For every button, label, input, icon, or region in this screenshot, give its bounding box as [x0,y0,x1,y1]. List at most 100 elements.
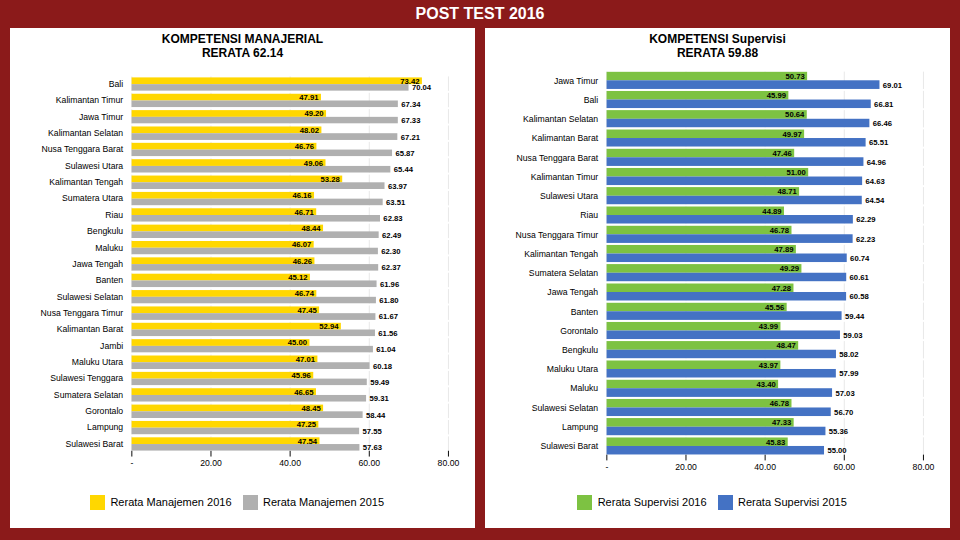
svg-text:Jawa Tengah: Jawa Tengah [72,259,123,269]
svg-text:49.29: 49.29 [780,264,799,273]
svg-text:Maluku Utara: Maluku Utara [72,357,124,367]
svg-text:55.36: 55.36 [829,427,848,436]
svg-text:40.00: 40.00 [279,458,301,468]
svg-text:Jambi: Jambi [100,341,123,351]
svg-text:47.25: 47.25 [297,420,317,429]
svg-text:60.18: 60.18 [373,362,393,371]
svg-text:-: - [130,458,133,468]
svg-text:43.99: 43.99 [759,322,778,331]
svg-text:Jawa Tengah: Jawa Tengah [547,287,598,297]
svg-text:45.99: 45.99 [767,91,786,100]
svg-text:46.78: 46.78 [770,399,790,408]
svg-text:80.00: 80.00 [913,462,935,472]
svg-text:46.78: 46.78 [770,226,790,235]
svg-text:Kalimantan Selatan: Kalimantan Selatan [48,128,123,138]
svg-text:61.96: 61.96 [380,280,399,289]
svg-text:48.45: 48.45 [301,404,321,413]
svg-text:43.40: 43.40 [756,380,775,389]
svg-text:Bali: Bali [584,95,599,105]
svg-text:Sulawesi Utara: Sulawesi Utara [540,191,598,201]
svg-text:47.33: 47.33 [772,418,791,427]
svg-text:59.03: 59.03 [843,331,862,340]
svg-text:Sumatera Selatan: Sumatera Selatan [529,268,598,278]
svg-text:46.71: 46.71 [295,208,315,217]
svg-text:58.02: 58.02 [839,350,858,359]
svg-text:70.04: 70.04 [412,83,432,92]
svg-text:46.07: 46.07 [292,240,311,249]
svg-text:Sulawesi Selatan: Sulawesi Selatan [57,292,124,302]
svg-text:47.45: 47.45 [297,306,317,315]
svg-text:20.00: 20.00 [200,458,222,468]
svg-text:Sulawesi Selatan: Sulawesi Selatan [532,403,599,413]
svg-text:60.00: 60.00 [833,462,855,472]
svg-text:47.01: 47.01 [296,355,316,364]
svg-text:Nusa Tenggara Timur: Nusa Tenggara Timur [41,308,124,318]
svg-text:61.56: 61.56 [378,329,397,338]
svg-text:59.31: 59.31 [369,394,389,403]
svg-text:49.20: 49.20 [304,109,323,118]
svg-text:50.64: 50.64 [785,110,805,119]
svg-text:47.91: 47.91 [299,93,319,102]
svg-text:58.44: 58.44 [366,411,386,420]
svg-text:Banten: Banten [96,275,124,285]
svg-text:69.01: 69.01 [883,81,903,90]
svg-text:60.58: 60.58 [849,292,869,301]
svg-text:46.16: 46.16 [292,191,311,200]
svg-text:60.00: 60.00 [358,458,380,468]
svg-text:57.99: 57.99 [839,369,858,378]
svg-text:Sulawesi Tenggara: Sulawesi Tenggara [50,373,123,383]
svg-text:48.47: 48.47 [777,341,796,350]
svg-text:46.65: 46.65 [294,388,314,397]
svg-text:Kalimantan Timur: Kalimantan Timur [531,172,598,182]
svg-text:Sumatera Selatan: Sumatera Selatan [54,390,123,400]
svg-text:64.63: 64.63 [865,177,884,186]
svg-text:Jawa Timur: Jawa Timur [79,112,123,122]
svg-text:Maluku: Maluku [570,383,598,393]
svg-text:61.80: 61.80 [379,296,398,305]
svg-text:Sulawesi Barat: Sulawesi Barat [540,441,598,451]
svg-text:Lampung: Lampung [87,422,123,432]
svg-text:48.71: 48.71 [777,187,797,196]
svg-text:62.49: 62.49 [382,231,401,240]
svg-text:67.33: 67.33 [401,116,420,125]
svg-text:62.30: 62.30 [381,247,400,256]
svg-text:Sulawesi Barat: Sulawesi Barat [65,439,123,449]
svg-text:47.54: 47.54 [298,437,318,446]
svg-text:20.00: 20.00 [675,462,697,472]
svg-text:Sulawesi Utara: Sulawesi Utara [65,161,123,171]
svg-text:59.49: 59.49 [370,378,389,387]
svg-text:Riau: Riau [580,210,598,220]
svg-text:Gorontalo: Gorontalo [560,326,598,336]
svg-text:Kalimantan Tengah: Kalimantan Tengah [49,177,123,187]
svg-text:62.29: 62.29 [856,215,875,224]
svg-text:59.44: 59.44 [845,312,865,321]
svg-text:48.02: 48.02 [300,126,319,135]
svg-text:52.94: 52.94 [319,322,339,331]
svg-text:67.21: 67.21 [401,133,421,142]
svg-text:45.56: 45.56 [765,303,784,312]
svg-text:55.00: 55.00 [827,446,846,455]
svg-text:65.87: 65.87 [395,149,414,158]
svg-text:Jawa Timur: Jawa Timur [554,76,598,86]
svg-text:Maluku Utara: Maluku Utara [547,364,599,374]
svg-text:44.89: 44.89 [762,207,781,216]
svg-text:61.04: 61.04 [376,345,396,354]
svg-text:45.00: 45.00 [288,338,307,347]
svg-text:46.74: 46.74 [295,289,315,298]
svg-text:48.44: 48.44 [301,224,321,233]
svg-text:63.97: 63.97 [388,182,407,191]
svg-text:80.00: 80.00 [438,458,460,468]
svg-text:49.06: 49.06 [304,159,323,168]
svg-text:50.73: 50.73 [785,72,804,81]
svg-text:60.61: 60.61 [850,273,870,282]
svg-text:Gorontalo: Gorontalo [85,406,123,416]
svg-text:Banten: Banten [571,306,599,316]
svg-text:66.81: 66.81 [874,100,894,109]
svg-text:47.46: 47.46 [773,149,792,158]
svg-text:62.37: 62.37 [382,263,401,272]
svg-text:66.46: 66.46 [873,119,892,128]
svg-text:61.67: 61.67 [379,312,398,321]
svg-text:63.51: 63.51 [386,198,406,207]
svg-text:45.83: 45.83 [766,438,785,447]
svg-text:Riau: Riau [105,210,123,220]
